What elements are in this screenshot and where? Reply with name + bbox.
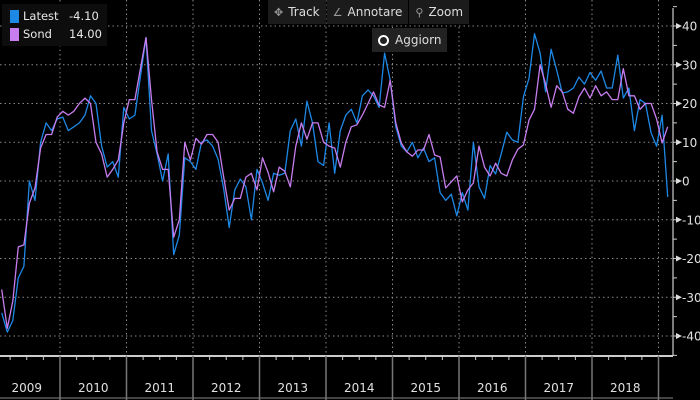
- legend-swatch-latest: [10, 9, 19, 23]
- pencil-icon: ∠: [332, 5, 343, 19]
- x-tick-label: 2018: [610, 381, 641, 395]
- x-tick-label: 2014: [344, 381, 375, 395]
- y-tick-label: 30: [682, 58, 697, 72]
- legend-label: Latest: [23, 9, 59, 23]
- update-label: Aggiorn: [395, 33, 442, 47]
- x-tick-label: 2011: [144, 381, 175, 395]
- x-tick-label: 2016: [477, 381, 508, 395]
- x-tick-label: 2009: [11, 381, 42, 395]
- x-tick-label: 2012: [211, 381, 242, 395]
- x-tick-label: 2010: [78, 381, 109, 395]
- zoom-label: Zoom: [428, 5, 464, 19]
- y-tick-arrow: [676, 23, 682, 29]
- update-button[interactable]: Aggiorn: [372, 28, 448, 52]
- y-tick-arrow: [676, 255, 682, 262]
- crosshair-icon: ✥: [274, 5, 284, 19]
- y-tick-arrow: [676, 294, 682, 301]
- y-tick-label: 20: [682, 97, 697, 111]
- y-tick-label: -10: [682, 213, 700, 227]
- legend-value: -4.10: [69, 9, 99, 23]
- legend-label: Sond: [23, 27, 52, 41]
- legend-swatch-sond: [10, 27, 19, 41]
- annotate-label: Annotare: [347, 5, 403, 19]
- y-tick-label: -40: [682, 330, 700, 344]
- zoom-button[interactable]: ⚲ Zoom: [409, 0, 470, 24]
- chart-toolbar: ✥ Track ∠ Annotare ⚲ Zoom: [268, 0, 470, 24]
- y-tick-label: -20: [682, 252, 700, 266]
- y-tick-arrow: [676, 139, 682, 146]
- x-tick-label: 2015: [410, 381, 441, 395]
- legend-item-sond: Sond 14.00: [10, 25, 102, 43]
- series-line-latest: [1, 33, 669, 333]
- y-tick-arrow: [676, 216, 682, 223]
- y-tick-label: -30: [682, 291, 700, 305]
- x-tick-label: 2013: [277, 381, 308, 395]
- magnifier-icon: ⚲: [415, 5, 424, 19]
- y-tick-arrow: [676, 333, 682, 339]
- y-tick-label: 0: [682, 175, 690, 189]
- y-tick-label: 40: [682, 20, 697, 34]
- legend: Latest -4.10 Sond 14.00: [2, 4, 107, 46]
- legend-item-latest: Latest -4.10: [10, 7, 102, 25]
- y-tick-label: 10: [682, 136, 697, 150]
- annotate-button[interactable]: ∠ Annotare: [326, 0, 409, 24]
- track-button[interactable]: ✥ Track: [268, 0, 326, 24]
- x-tick-label: 2017: [543, 381, 574, 395]
- series-line-sond: [1, 36, 669, 329]
- radio-icon: [378, 34, 389, 46]
- y-tick-arrow: [676, 61, 682, 68]
- y-tick-arrow: [676, 178, 682, 184]
- track-label: Track: [288, 5, 320, 19]
- y-tick-arrow: [676, 100, 682, 107]
- legend-value: 14.00: [69, 27, 102, 41]
